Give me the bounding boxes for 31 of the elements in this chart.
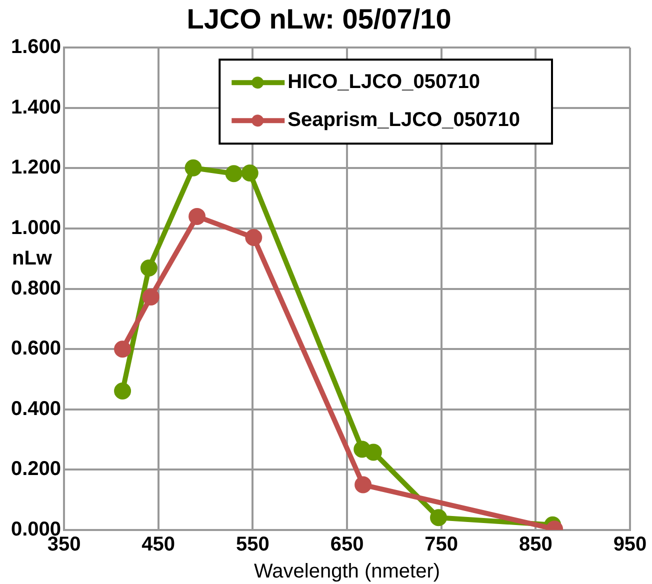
- point: [188, 208, 206, 225]
- y-tick-label: 0.600: [10, 338, 62, 360]
- point: [364, 444, 382, 461]
- x-tick-label: 750: [424, 534, 458, 556]
- y-tick-label: 1.000: [10, 217, 62, 240]
- y-tick-label: 0.400: [10, 398, 62, 420]
- x-tick-label: 650: [330, 534, 364, 556]
- point: [114, 340, 132, 358]
- y-tick-label: 0.800: [10, 277, 62, 300]
- y-tick-label: 1.200: [10, 156, 62, 179]
- x-tick-label: 450: [142, 534, 176, 556]
- point: [241, 164, 258, 182]
- x-tick-label: 950: [613, 534, 647, 556]
- x-tick-label: 550: [236, 534, 270, 556]
- y-tick-label: 1.600: [10, 36, 62, 58]
- point: [184, 159, 202, 176]
- y-axis-title: nLw: [12, 247, 52, 270]
- point: [430, 509, 448, 526]
- point: [245, 229, 262, 246]
- point: [225, 165, 242, 182]
- point: [140, 259, 158, 276]
- legend-label: Seaprism_LJCO_050710: [288, 109, 520, 132]
- chart-title: LJCO nLw: 05/07/10: [186, 4, 452, 35]
- legend-label: HICO_LJCO_050710: [288, 71, 480, 94]
- y-tick-label: 1.400: [10, 96, 62, 118]
- x-tick-label: 850: [518, 534, 552, 556]
- y-tick-label: 0.200: [10, 458, 62, 480]
- x-axis-title: Wavelength (nmeter): [254, 560, 440, 583]
- point: [354, 476, 372, 494]
- point: [114, 382, 132, 400]
- point: [142, 288, 160, 306]
